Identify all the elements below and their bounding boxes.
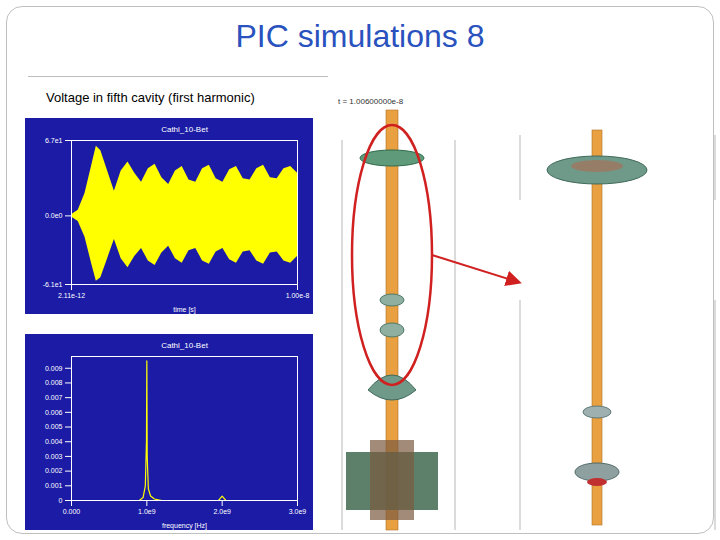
svg-text:0: 0 — [59, 497, 63, 504]
html-text:Voltage in fifth cavity (first: Voltage in fifth cavity (first harmonic) — [46, 90, 255, 105]
svg-text:0.004: 0.004 — [45, 438, 63, 445]
svg-text:6.7e1: 6.7e1 — [45, 137, 63, 144]
svg-text:0.002: 0.002 — [45, 467, 63, 474]
svg-text:0.007: 0.007 — [45, 394, 63, 401]
svg-text:0.006: 0.006 — [45, 409, 63, 416]
svg-text:1.00e-8: 1.00e-8 — [286, 292, 310, 299]
svg-text:time [s]: time [s] — [173, 306, 196, 314]
svg-text:2.0e9: 2.0e9 — [213, 508, 231, 515]
svg-text:2.11e-12: 2.11e-12 — [58, 292, 85, 299]
svg-text:-6.1e1: -6.1e1 — [43, 281, 63, 288]
svg-text:0.005: 0.005 — [45, 423, 63, 430]
svg-text:Cathl_10-Bet: Cathl_10-Bet — [161, 341, 208, 350]
svg-text:1.0e9: 1.0e9 — [138, 508, 156, 515]
svg-text:0.000: 0.000 — [63, 508, 81, 515]
svg-text:0.001: 0.001 — [45, 482, 63, 489]
svg-text:t = 1.00600000e-8: t = 1.00600000e-8 — [338, 97, 404, 106]
svg-text:0.008: 0.008 — [45, 379, 63, 386]
html-text:PIC simulations 8: PIC simulations 8 — [235, 18, 485, 54]
svg-text:3.0e9: 3.0e9 — [289, 508, 307, 515]
svg-text:frequency [Hz]: frequency [Hz] — [162, 522, 207, 530]
svg-text:0.0e0: 0.0e0 — [45, 212, 63, 219]
svg-text:Cathl_10-Bet: Cathl_10-Bet — [161, 125, 208, 134]
svg-text:0.009: 0.009 — [45, 364, 63, 371]
svg-text:0.003: 0.003 — [45, 453, 63, 460]
